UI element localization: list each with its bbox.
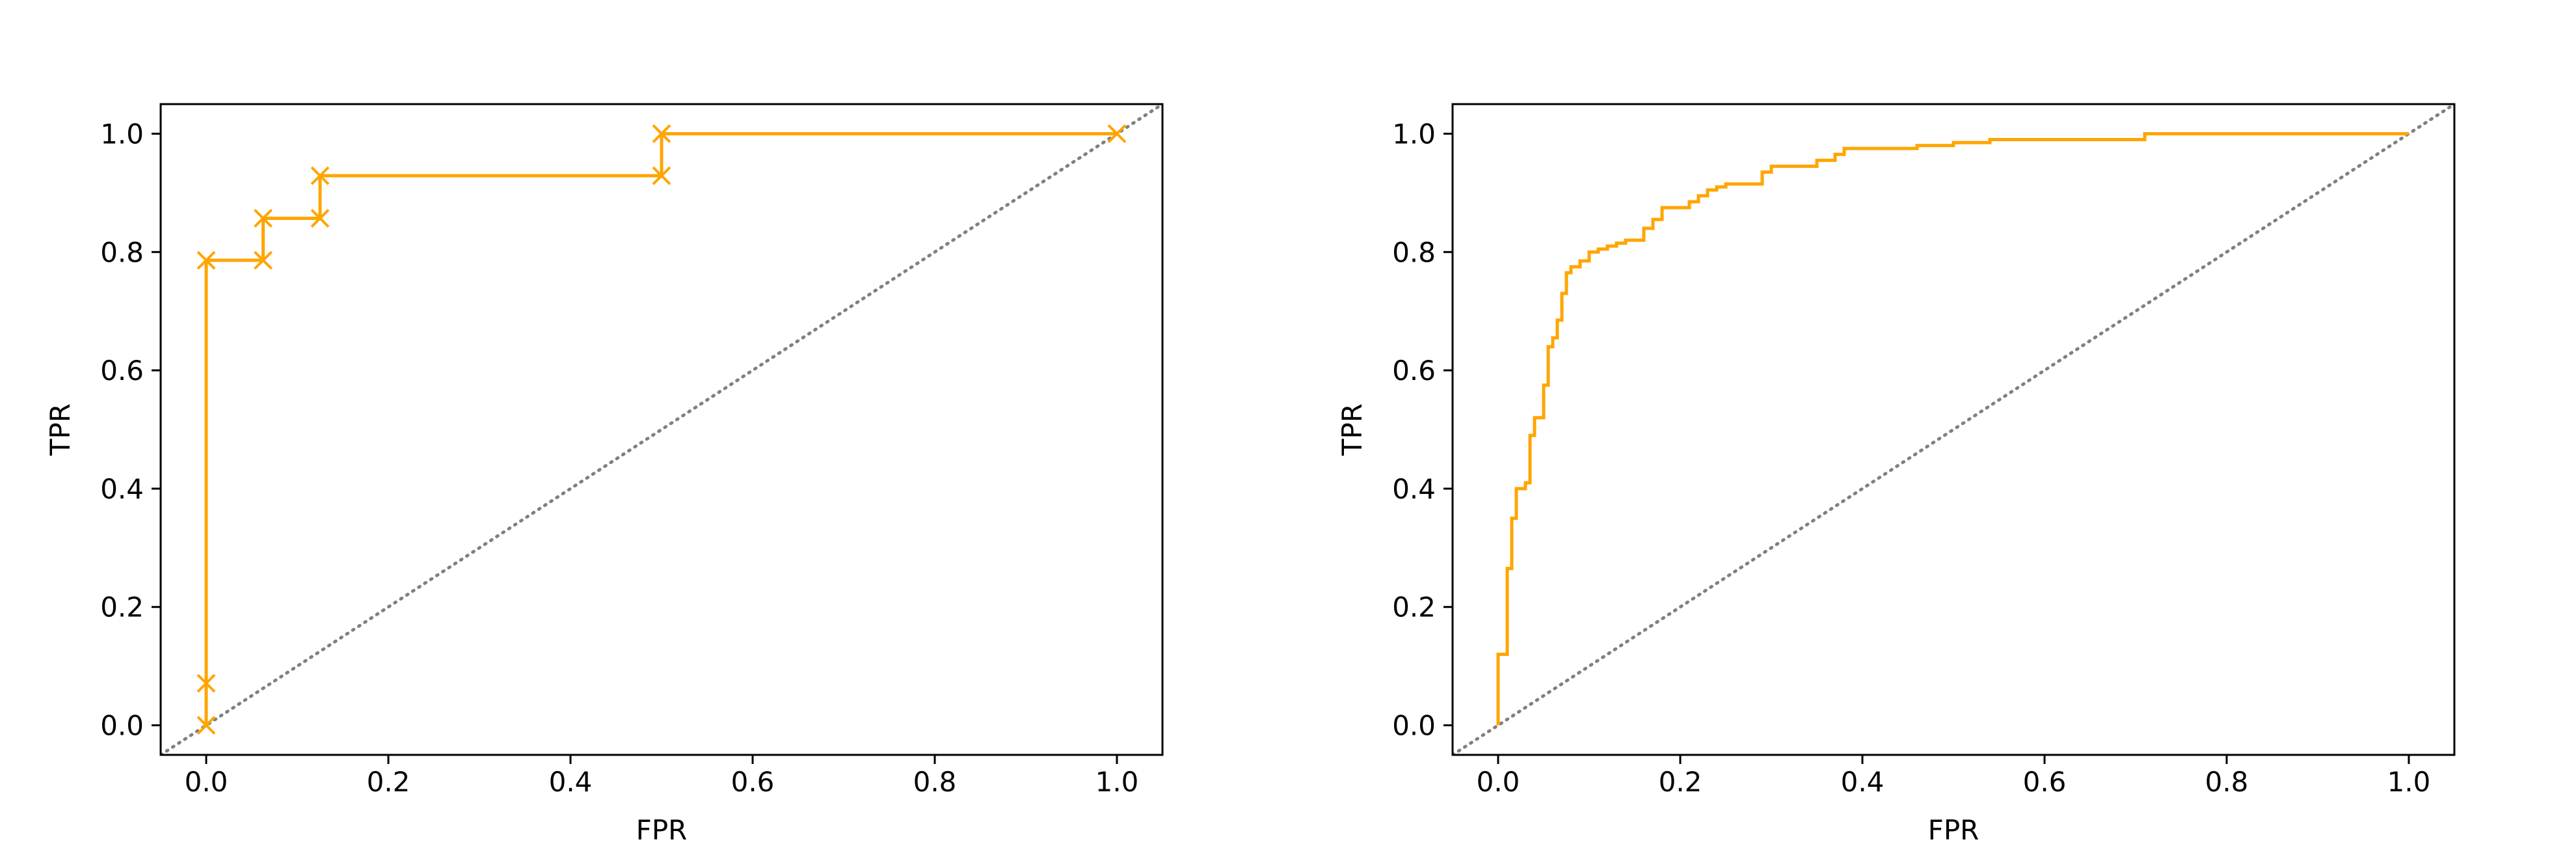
y-tick-label: 0.4 xyxy=(1392,473,1436,505)
axes-frame xyxy=(159,103,1164,756)
x-tick-label: 0.6 xyxy=(731,766,775,798)
roc-point-marker xyxy=(196,716,216,735)
x-axis-label: FPR xyxy=(1928,814,1979,846)
roc-point-marker xyxy=(254,209,273,228)
y-tick-label: 1.0 xyxy=(100,118,144,150)
x-tick-label: 0.8 xyxy=(2205,766,2249,798)
y-axis-label: TPR xyxy=(1336,403,1368,456)
roc-point-marker xyxy=(310,166,330,185)
axes-frame xyxy=(1451,103,2456,756)
y-tick-label: 0.8 xyxy=(1392,236,1436,268)
roc-point-marker xyxy=(310,209,330,228)
x-tick-label: 0.8 xyxy=(913,766,957,798)
x-axis-label: FPR xyxy=(636,814,688,846)
diagonal-reference-line xyxy=(1453,104,2454,755)
roc-point-marker xyxy=(254,251,273,270)
x-tick-label: 0.0 xyxy=(1477,766,1520,798)
roc-point-marker xyxy=(652,124,671,143)
y-tick-label: 0.2 xyxy=(1392,592,1436,623)
x-tick-label: 1.0 xyxy=(2387,766,2431,798)
x-tick-label: 0.4 xyxy=(1841,766,1885,798)
roc-point-marker xyxy=(1107,124,1127,143)
x-tick-label: 1.0 xyxy=(1095,766,1139,798)
y-tick-label: 0.0 xyxy=(1392,710,1436,742)
x-tick-label: 0.6 xyxy=(2023,766,2067,798)
y-tick-label: 0.6 xyxy=(1392,355,1436,387)
roc-point-marker xyxy=(196,674,216,693)
roc-point-marker xyxy=(196,251,216,270)
roc-curve-line xyxy=(204,131,1117,726)
y-tick-label: 0.2 xyxy=(100,592,144,623)
x-tick-label: 0.2 xyxy=(1659,766,1702,798)
y-axis-label: TPR xyxy=(44,403,76,456)
y-tick-label: 0.4 xyxy=(100,473,144,505)
roc-panel-left: 0.0 0.2 0.4 0.6 0.8 1.0 0.0 0.2 0.4 0.6 0.8 1.0 FPR T… xyxy=(44,103,1164,846)
x-tick-label: 0.0 xyxy=(185,766,228,798)
y-tick-label: 0.6 xyxy=(100,355,144,387)
y-tick-label: 0.0 xyxy=(100,710,144,742)
x-tick-label: 0.4 xyxy=(549,766,593,798)
roc-curve-line xyxy=(1496,131,2409,726)
y-tick-label: 1.0 xyxy=(1392,118,1436,150)
roc-point-marker xyxy=(652,166,671,185)
roc-panel-right: 0.0 0.2 0.4 0.6 0.8 1.0 0.0 0.2 0.4 0.6 0.8 1.0 FPR T… xyxy=(1336,103,2456,846)
diagonal-reference-line xyxy=(161,104,1162,755)
y-tick-label: 0.8 xyxy=(100,236,144,268)
x-tick-label: 0.2 xyxy=(367,766,410,798)
